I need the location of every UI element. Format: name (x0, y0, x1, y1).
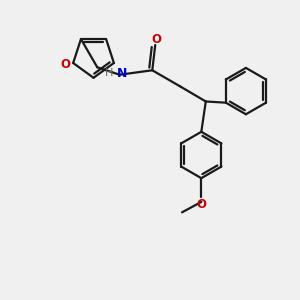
Text: O: O (152, 33, 162, 46)
Text: O: O (196, 197, 206, 211)
Text: H: H (105, 68, 113, 78)
Text: N: N (117, 67, 127, 80)
Text: O: O (60, 58, 70, 71)
